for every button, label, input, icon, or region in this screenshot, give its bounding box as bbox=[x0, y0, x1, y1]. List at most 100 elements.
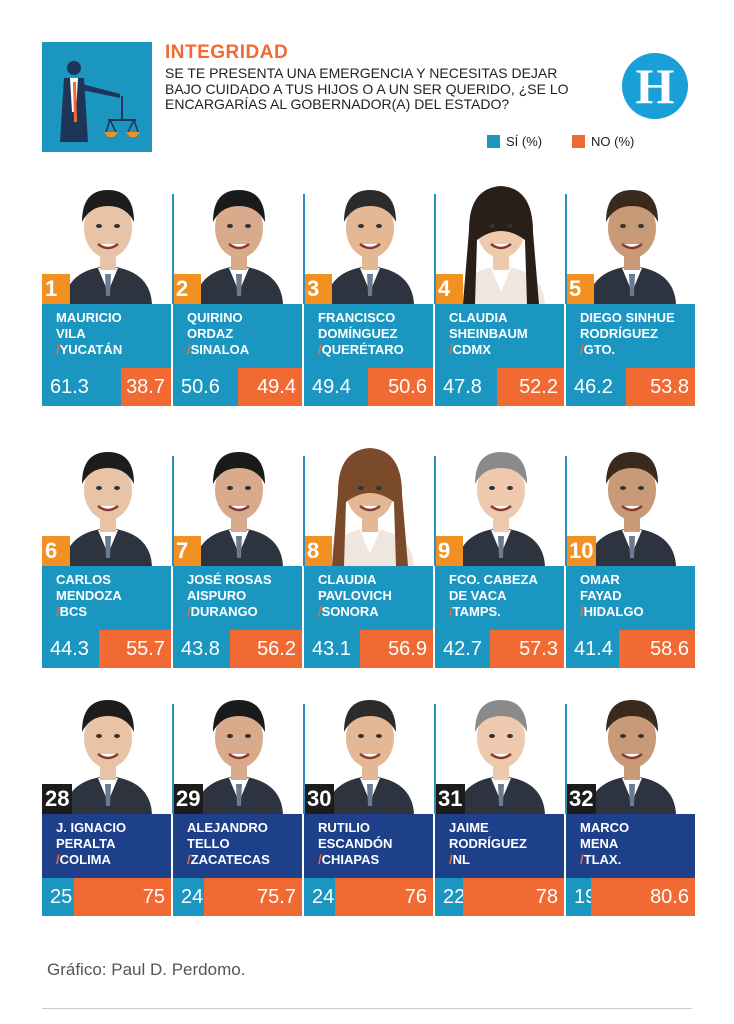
governor-name: CARLOS MENDOZA/BCS bbox=[42, 566, 171, 630]
name-line-2: DE VACA bbox=[449, 588, 507, 603]
rank-badge: 4 bbox=[435, 274, 463, 304]
name-line-1: ALEJANDRO bbox=[187, 820, 268, 835]
portrait-illustration bbox=[566, 680, 695, 814]
name-line-2: PERALTA bbox=[56, 836, 116, 851]
name-line-1: RUTILIO bbox=[318, 820, 370, 835]
si-bar: 47.8 bbox=[435, 368, 497, 406]
governor-photo bbox=[566, 680, 695, 814]
name-line-1: MAURICIO bbox=[56, 310, 122, 325]
state-label: /ZACATECAS bbox=[187, 852, 270, 867]
rank-badge: 30 bbox=[304, 784, 335, 814]
result-bar: 49.4 50.6 bbox=[304, 368, 433, 406]
credit: Gráfico: Paul D. Perdomo. bbox=[47, 960, 246, 979]
state-label: /CHIAPAS bbox=[318, 852, 380, 867]
governor-name: FRANCISCO DOMÍNGUEZ/QUERÉTARO bbox=[304, 304, 433, 368]
no-bar: 38.7 bbox=[121, 368, 171, 406]
si-bar: 42.7 bbox=[435, 630, 490, 668]
portrait-illustration bbox=[435, 170, 564, 304]
governor-name: DIEGO SINHUE RODRÍGUEZ/GTO. bbox=[566, 304, 695, 368]
governor-name: ALEJANDRO TELLO/ZACATECAS bbox=[173, 814, 302, 878]
divider bbox=[42, 1008, 692, 1009]
governor-name: RUTILIO ESCANDÓN/CHIAPAS bbox=[304, 814, 433, 878]
legend-no-swatch bbox=[572, 135, 585, 148]
name-line-1: FRANCISCO bbox=[318, 310, 396, 325]
name-line-2: RODRÍGUEZ bbox=[449, 836, 527, 851]
name-line-2: SHEINBAUM bbox=[449, 326, 528, 341]
governor-photo bbox=[435, 170, 564, 304]
portrait-illustration bbox=[304, 170, 433, 304]
column-divider bbox=[172, 456, 174, 566]
governor-name: FCO. CABEZA DE VACA/TAMPS. bbox=[435, 566, 564, 630]
name-line-2: TELLO bbox=[187, 836, 230, 851]
publisher-logo: H bbox=[622, 53, 688, 119]
no-bar: 49.4 bbox=[238, 368, 302, 406]
governor-photo bbox=[173, 680, 302, 814]
result-bar: 50.6 49.4 bbox=[173, 368, 302, 406]
name-line-1: FCO. CABEZA bbox=[449, 572, 538, 587]
legend-si-swatch bbox=[487, 135, 500, 148]
governor-name: CLAUDIA SHEINBAUM/CDMX bbox=[435, 304, 564, 368]
state-label: /TAMPS. bbox=[449, 604, 501, 619]
portrait-illustration bbox=[173, 170, 302, 304]
state-label: /SINALOA bbox=[187, 342, 250, 357]
state-label: /DURANGO bbox=[187, 604, 258, 619]
si-bar: 22 bbox=[435, 878, 465, 916]
si-bar: 25 bbox=[42, 878, 74, 916]
rank-badge: 28 bbox=[42, 784, 73, 814]
name-line-2: ORDAZ bbox=[187, 326, 234, 341]
rank-badge: 10 bbox=[566, 536, 597, 566]
state-label: /CDMX bbox=[449, 342, 491, 357]
name-line-1: OMAR bbox=[580, 572, 620, 587]
name-line-2: ESCANDÓN bbox=[318, 836, 393, 851]
no-bar: 76 bbox=[335, 878, 433, 916]
result-bar: 43.8 56.2 bbox=[173, 630, 302, 668]
si-bar: 46.2 bbox=[566, 368, 626, 406]
governor-photo bbox=[173, 170, 302, 304]
si-bar: 44.3 bbox=[42, 630, 99, 668]
si-bar: 43.1 bbox=[304, 630, 360, 668]
name-line-1: JAIME bbox=[449, 820, 489, 835]
name-line-1: J. IGNACIO bbox=[56, 820, 127, 835]
result-bar: 46.2 53.8 bbox=[566, 368, 695, 406]
legend-si: SÍ (%) bbox=[487, 134, 542, 149]
rank-badge: 31 bbox=[435, 784, 466, 814]
result-bar: 24.3 75.7 bbox=[173, 878, 302, 916]
rank-badge: 2 bbox=[173, 274, 201, 304]
name-line-2: MENDOZA bbox=[56, 588, 122, 603]
governor-name: CLAUDIA PAVLOVICH/SONORA bbox=[304, 566, 433, 630]
governor-name: OMAR FAYAD/HIDALGO bbox=[566, 566, 695, 630]
name-line-1: JOSÉ ROSAS bbox=[187, 572, 272, 587]
state-label: /TLAX. bbox=[580, 852, 622, 867]
result-bar: 47.8 52.2 bbox=[435, 368, 564, 406]
no-bar: 80.6 bbox=[591, 878, 695, 916]
rank-badge: 7 bbox=[173, 536, 201, 566]
name-line-2: FAYAD bbox=[580, 588, 622, 603]
governor-name: MAURICIO VILA/YUCATÁN bbox=[42, 304, 171, 368]
no-bar: 52.2 bbox=[497, 368, 564, 406]
si-bar: 19.4 bbox=[566, 878, 613, 916]
result-bar: 42.7 57.3 bbox=[435, 630, 564, 668]
name-line-2: PAVLOVICH bbox=[318, 588, 392, 603]
legend-si-label: SÍ (%) bbox=[506, 134, 543, 149]
result-bar: 44.3 55.7 bbox=[42, 630, 171, 668]
no-bar: 75.7 bbox=[204, 878, 302, 916]
no-bar: 56.2 bbox=[230, 630, 302, 668]
si-bar: 50.6 bbox=[173, 368, 238, 406]
governor-name: MARCO MENA/TLAX. bbox=[566, 814, 695, 878]
name-line-2: AISPURO bbox=[187, 588, 247, 603]
column-divider bbox=[565, 194, 567, 304]
governor-photo bbox=[173, 432, 302, 566]
portrait-illustration bbox=[173, 432, 302, 566]
column-divider bbox=[172, 194, 174, 304]
column-divider bbox=[434, 194, 436, 304]
portrait-illustration bbox=[173, 680, 302, 814]
column-divider bbox=[565, 456, 567, 566]
state-label: /BCS bbox=[56, 604, 88, 619]
governor-photo bbox=[304, 170, 433, 304]
name-line-2: VILA bbox=[56, 326, 86, 341]
no-bar: 53.8 bbox=[626, 368, 695, 406]
result-bar: 22 78 bbox=[435, 878, 564, 916]
governor-name: JAIME RODRÍGUEZ/NL bbox=[435, 814, 564, 878]
column-divider bbox=[434, 704, 436, 814]
column-divider bbox=[565, 704, 567, 814]
